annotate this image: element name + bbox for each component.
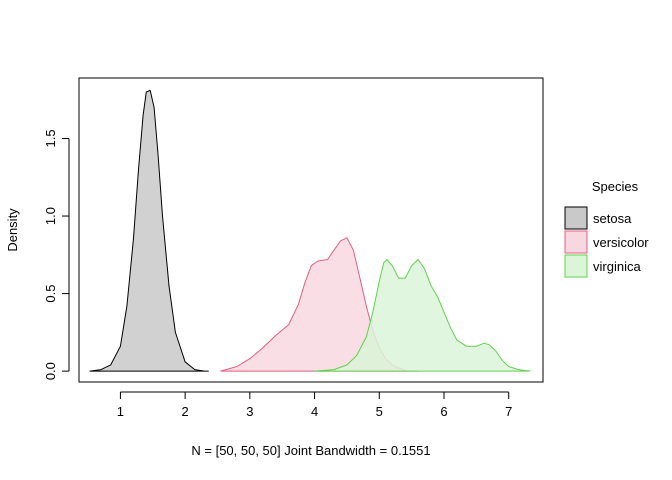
y-tick-label: 1.0 xyxy=(43,207,58,225)
legend-label-setosa: setosa xyxy=(593,211,632,226)
x-tick-label: 4 xyxy=(311,404,318,419)
density-area-setosa xyxy=(89,89,209,372)
y-tick-label: 0.5 xyxy=(43,285,58,303)
density-areas xyxy=(89,89,531,372)
density-area-virginica xyxy=(314,259,531,372)
legend: Species setosa versicolor virginica xyxy=(564,179,649,278)
y-axis-label: Density xyxy=(5,208,20,252)
plot-frame xyxy=(78,77,544,383)
x-tick-label: 7 xyxy=(505,404,512,419)
x-tick-label: 5 xyxy=(376,404,383,419)
legend-label-versicolor: versicolor xyxy=(593,235,649,250)
legend-swatch-virginica xyxy=(564,254,588,278)
legend-swatch-setosa xyxy=(564,206,588,230)
y-axis: 0.0 0.5 1.0 1.5 xyxy=(43,129,70,380)
x-axis: 1 2 3 4 5 6 7 xyxy=(117,391,512,419)
x-tick-label: 3 xyxy=(246,404,253,419)
x-axis-label: N = [50, 50, 50] Joint Bandwidth = 0.155… xyxy=(191,443,430,458)
legend-title: Species xyxy=(592,179,639,194)
x-tick-label: 2 xyxy=(182,404,189,419)
legend-label-virginica: virginica xyxy=(593,259,641,274)
legend-swatch-versicolor xyxy=(564,230,588,254)
y-tick-label: 1.5 xyxy=(43,129,58,147)
x-tick-label: 1 xyxy=(117,404,124,419)
y-tick-label: 0.0 xyxy=(43,362,58,380)
x-tick-label: 6 xyxy=(440,404,447,419)
